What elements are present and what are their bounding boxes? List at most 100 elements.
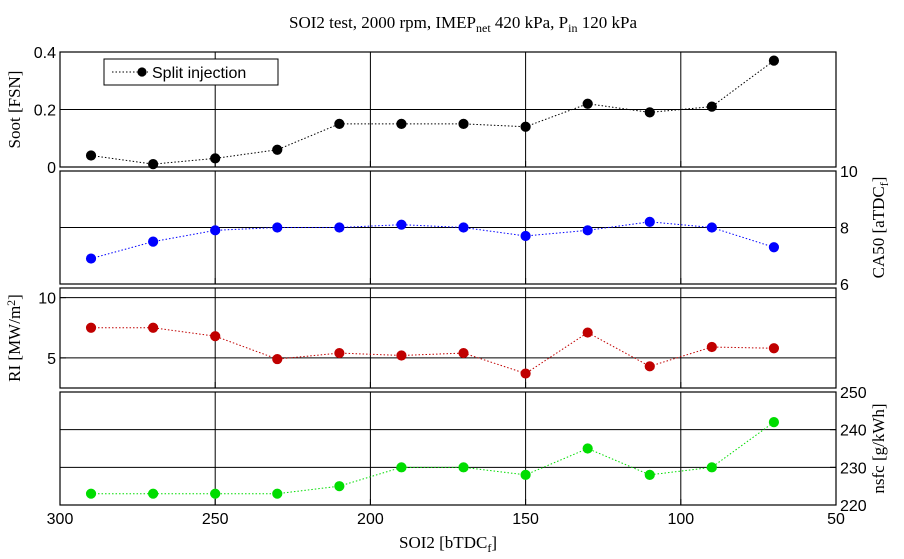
data-point-nsfc: [706, 462, 717, 473]
data-point-nsfc: [582, 443, 593, 454]
y-tick-label: 250: [840, 385, 867, 402]
x-axis-label: SOI2 [bTDCf]: [399, 533, 497, 555]
data-point-soot: [396, 118, 407, 129]
x-tick-label: 50: [827, 511, 845, 528]
y-tick-label: 5: [47, 351, 56, 368]
panels-group: 0 0.2 0.4 Soot [FSN] 6 8 10 CA50 [aTDCf] 5 10 RI […: [4, 45, 890, 515]
y-axis-label: Soot [FSN]: [5, 71, 24, 149]
x-tick-label: 300: [47, 511, 74, 528]
x-axis-label-sub: f: [487, 541, 491, 555]
chart-title: SOI2 test, 2000 rpm, IMEPnet 420 kPa, Pi…: [289, 13, 637, 35]
data-point-nsfc: [85, 488, 97, 499]
data-point-ri: [272, 353, 283, 365]
data-point-soot: [644, 107, 655, 118]
y-axis-label: nsfc [g/kWh]: [869, 403, 888, 493]
data-point-nsfc: [458, 462, 469, 473]
title-sub-net: net: [476, 21, 491, 35]
x-axis-label-main: SOI2 [bTDC: [399, 533, 487, 552]
data-point-ri: [458, 347, 469, 359]
data-point-nsfc: [644, 469, 655, 480]
y-axis-label-main: CA50 [aTDC: [869, 186, 888, 278]
data-point-ca50: [582, 225, 593, 236]
panel-bg: [60, 288, 836, 388]
data-point-ca50: [706, 222, 717, 233]
data-point-ri: [85, 322, 97, 333]
panel-ri: 5 10 RI [MW/m2]: [4, 287, 837, 389]
y-axis-label-main: RI [MW/m: [5, 306, 24, 382]
data-point-ri: [148, 322, 159, 333]
data-point-nsfc: [148, 488, 159, 499]
legend-marker: [137, 67, 147, 77]
x-tick-label: 100: [667, 511, 694, 528]
data-point-ri: [768, 343, 780, 354]
data-point-soot: [458, 118, 469, 129]
y-tick-label: 8: [840, 221, 849, 238]
data-point-ri: [334, 347, 345, 359]
legend: Split injection: [103, 58, 279, 86]
legend-label: Split injection: [152, 65, 246, 82]
y-axis-label-sup: 2: [4, 300, 18, 306]
data-point-ca50: [210, 225, 221, 236]
data-point-ca50: [334, 222, 345, 233]
panel-bg: [60, 392, 836, 505]
x-tick-label: 200: [357, 511, 384, 528]
data-point-ca50: [768, 242, 780, 253]
y-tick-label: 10: [840, 164, 858, 181]
data-point-ca50: [458, 222, 469, 233]
data-point-ca50: [85, 253, 97, 264]
panel-frame: [59, 287, 837, 389]
data-point-nsfc: [272, 488, 283, 499]
data-point-nsfc: [210, 488, 221, 499]
data-point-ri: [582, 327, 593, 338]
data-point-soot: [706, 101, 717, 112]
y-tick-label: 0: [47, 160, 56, 177]
y-axis-label: RI [MW/m2]: [4, 294, 24, 382]
panel-ca50: 6 8 10 CA50 [aTDCf]: [59, 164, 891, 294]
y-tick-label: 0.4: [34, 45, 56, 62]
data-point-ri: [520, 368, 531, 379]
panel-frame: [59, 391, 837, 506]
data-point-soot: [272, 144, 283, 155]
data-point-ca50: [520, 230, 531, 242]
x-axis: 300 250 200 150 100 50: [47, 511, 845, 528]
data-point-nsfc: [520, 469, 531, 480]
data-point-soot: [210, 153, 221, 164]
y-axis-label: CA50 [aTDCf]: [869, 177, 891, 279]
y-axis-label-close: ]: [5, 294, 24, 300]
data-point-ri: [706, 341, 717, 353]
data-point-ri: [396, 350, 407, 361]
title-sub-in: in: [568, 21, 577, 35]
data-point-ca50: [644, 216, 655, 227]
y-tick-label: 240: [840, 423, 867, 440]
data-point-soot: [768, 55, 780, 66]
data-point-soot: [582, 98, 593, 109]
data-point-ca50: [272, 222, 283, 233]
y-tick-label: 230: [840, 460, 867, 477]
title-pre: SOI2 test, 2000 rpm, IMEP: [289, 13, 476, 32]
data-point-ca50: [148, 236, 159, 247]
x-tick-label: 150: [512, 511, 539, 528]
x-axis-label-close: ]: [491, 533, 497, 552]
data-point-nsfc: [768, 417, 780, 428]
data-point-soot: [148, 159, 159, 170]
data-point-nsfc: [396, 462, 407, 473]
data-point-soot: [520, 121, 531, 132]
title-mid: 420 kPa, P: [491, 13, 568, 32]
data-point-nsfc: [334, 481, 345, 492]
title-post: 120 kPa: [577, 13, 637, 32]
y-tick-label: 6: [840, 277, 849, 294]
series-line-ri: [91, 327, 774, 375]
data-point-soot: [334, 118, 345, 129]
y-tick-label: 10: [38, 291, 56, 308]
series-line-ca50: [90, 221, 775, 260]
y-axis-label-sub: f: [877, 182, 891, 186]
data-point-soot: [85, 150, 97, 161]
y-tick-label: 220: [840, 498, 867, 515]
data-point-ca50: [396, 219, 407, 230]
x-tick-label: 250: [202, 511, 229, 528]
data-point-ri: [644, 361, 655, 372]
y-tick-label: 0.2: [34, 103, 56, 120]
